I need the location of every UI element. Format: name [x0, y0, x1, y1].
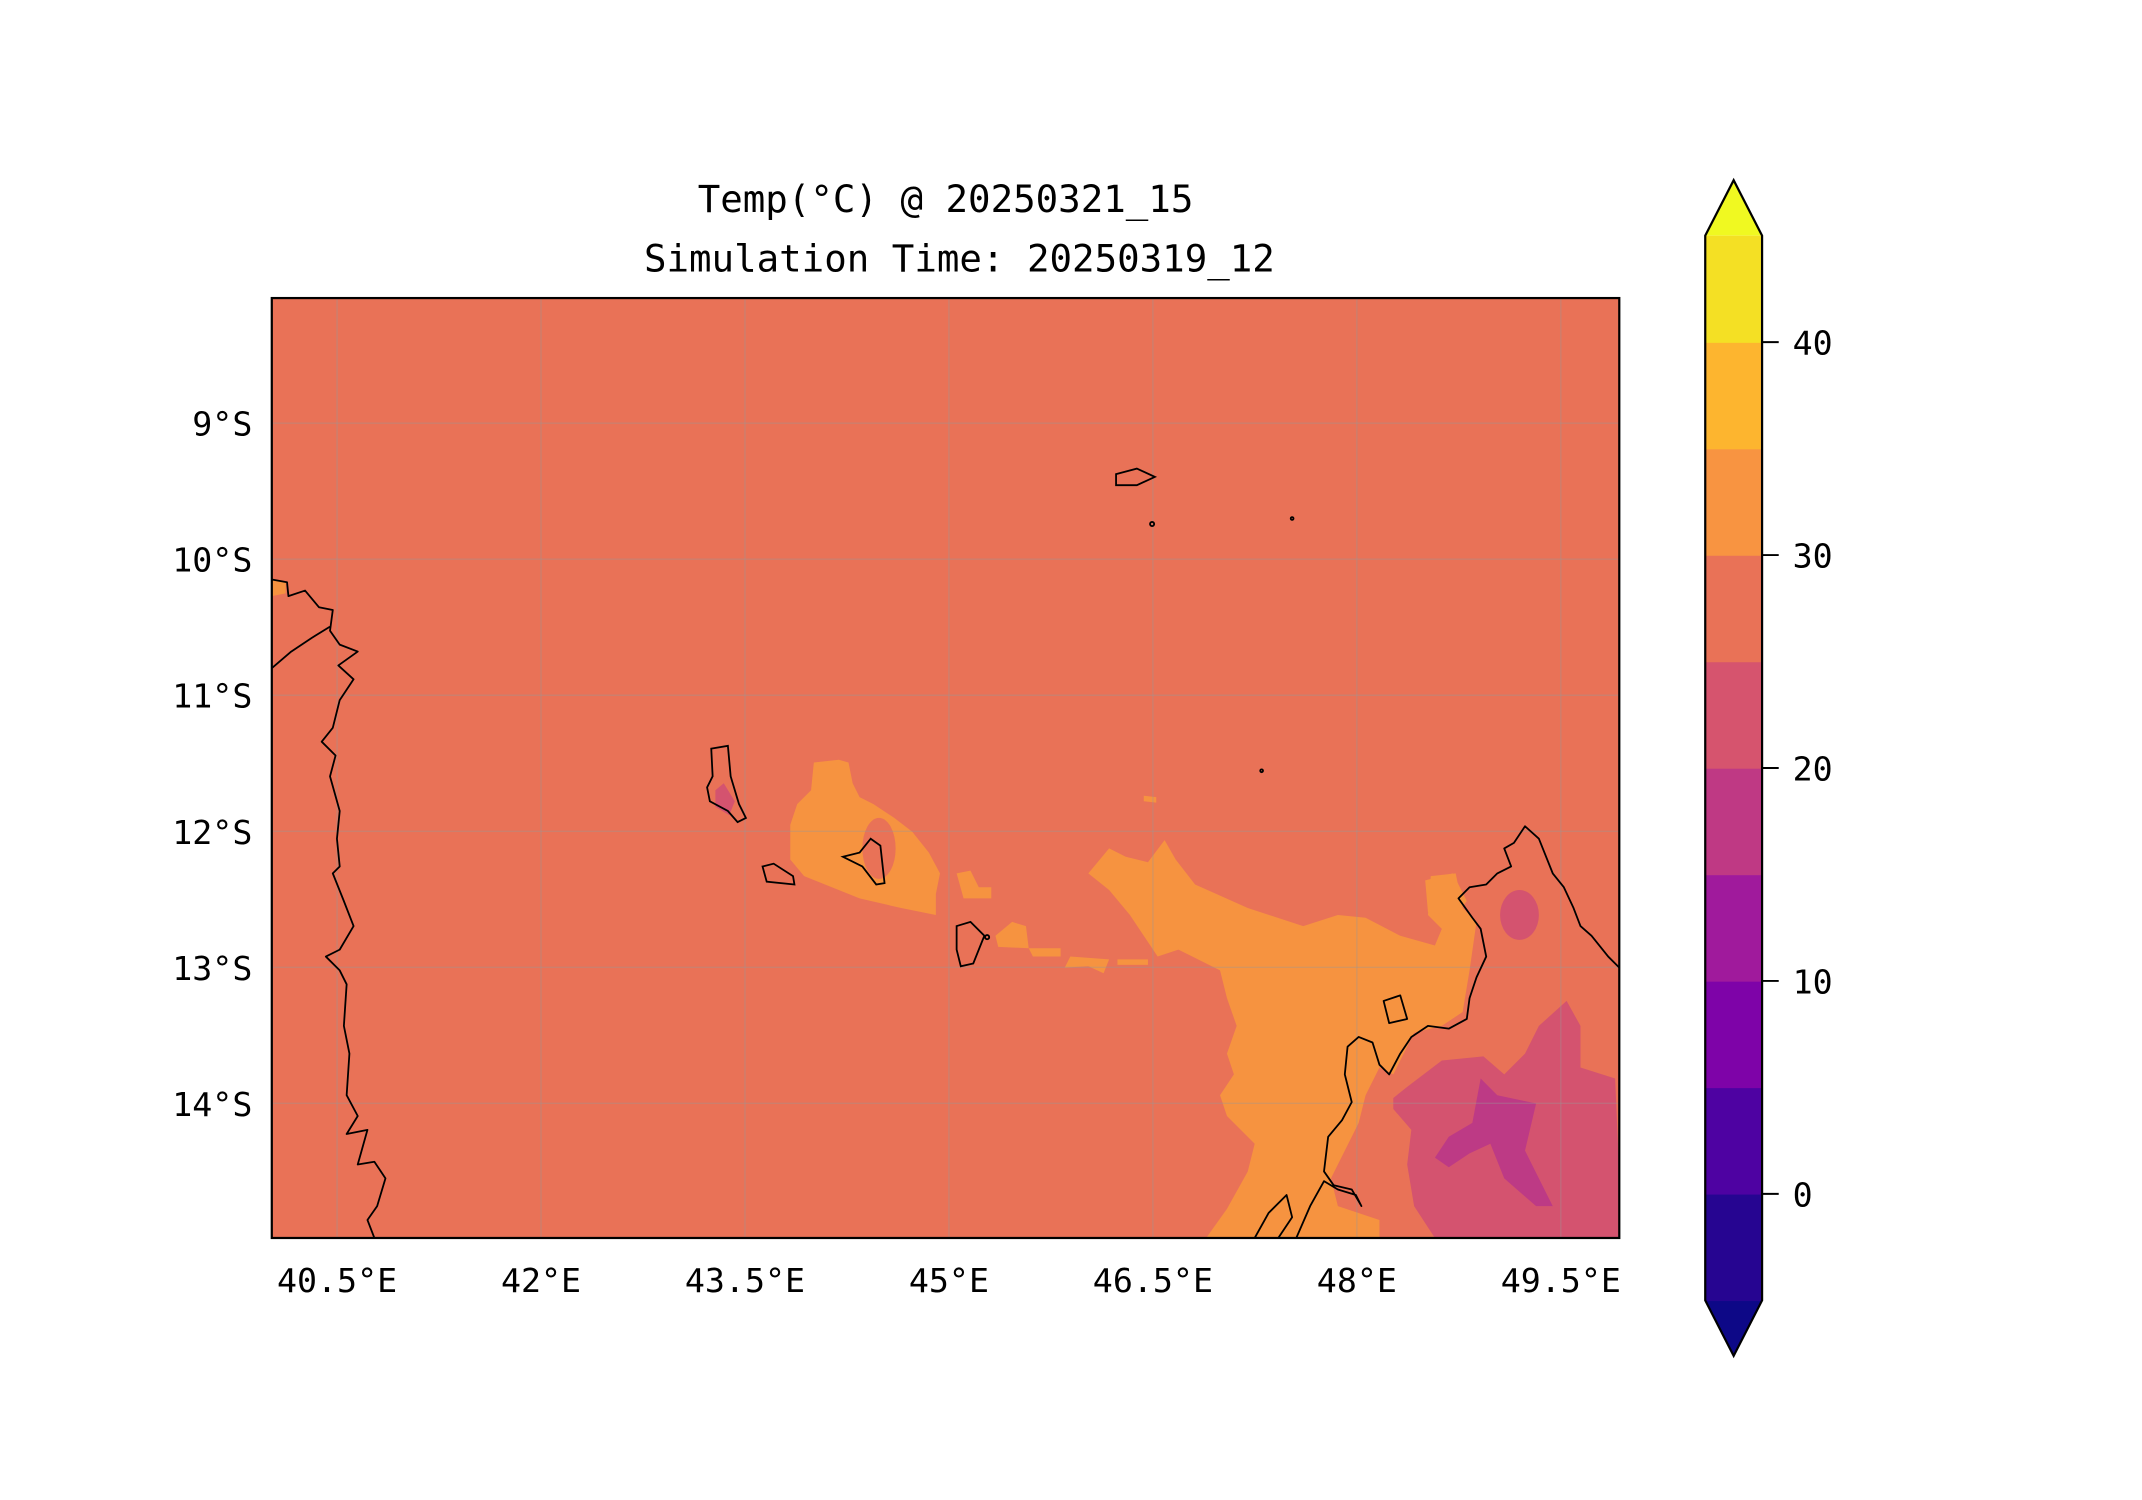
colorbar-tick-label: 30	[1793, 537, 1833, 576]
island-aldabra	[1115, 467, 1158, 487]
grid-lines	[271, 298, 1620, 1238]
colorbar-band	[1705, 448, 1763, 556]
x-tick-label: 46.5°E	[1093, 1261, 1213, 1300]
band-25-30-pocket	[862, 817, 896, 879]
band-20-25-region	[1500, 890, 1539, 940]
colorbar-band	[1705, 980, 1763, 1089]
map-frame	[270, 296, 1621, 1240]
y-axis-ticks: 9°S 10°S 11°S 12°S 13°S 14°S	[172, 405, 252, 1124]
band-30-35-patch	[1028, 948, 1061, 957]
island-mayotte	[955, 920, 986, 968]
band-30-35-patch	[271, 579, 286, 597]
colorbar-tick-label: 0	[1793, 1175, 1813, 1214]
colorbar-tick-label: 10	[1793, 962, 1833, 1001]
colorbar-tick-label: 20	[1793, 749, 1833, 788]
coastline-africa	[271, 578, 387, 1238]
y-tick-label: 11°S	[172, 677, 252, 716]
colorbar-band	[1705, 235, 1763, 343]
band-15-20-region	[1434, 1078, 1553, 1207]
island-small	[984, 934, 991, 941]
coastline-madagascar	[1295, 825, 1620, 1238]
colorbar-tick-label: 40	[1793, 324, 1833, 363]
chart-title-line1: Temp(°C) @ 20250321_15	[698, 177, 1194, 222]
island-small	[1149, 521, 1156, 528]
band-30-35-region-channel	[1088, 840, 1477, 1238]
colorbar-band	[1705, 342, 1763, 450]
x-tick-label: 49.5°E	[1501, 1261, 1621, 1300]
band-30-35-region-madagascar-nw	[1425, 873, 1467, 915]
y-tick-label: 12°S	[172, 813, 252, 852]
band-30-35-patch	[1064, 956, 1110, 974]
chart-title-line2: Simulation Time: 20250319_12	[644, 237, 1275, 282]
x-tick-label: 45°E	[909, 1261, 989, 1300]
coastline-africa-inlet	[271, 625, 331, 669]
x-tick-label: 43.5°E	[685, 1261, 805, 1300]
band-30-35-patch	[956, 870, 992, 899]
coastline-nosy-be	[1382, 994, 1409, 1025]
island-small	[1289, 516, 1295, 521]
x-axis-ticks: 40.5°E 42°E 43.5°E 45°E 46.5°E 48°E 49.5°E	[277, 1261, 1621, 1300]
x-tick-label: 42°E	[501, 1261, 581, 1300]
colorbar-band	[1705, 768, 1763, 876]
island-grande-comore	[706, 744, 748, 824]
x-tick-label: 48°E	[1317, 1261, 1397, 1300]
band-25-30-background	[271, 298, 1620, 1238]
colorbar-band	[1705, 874, 1763, 982]
band-30-35-patch	[1117, 959, 1148, 965]
colorbar-band	[1705, 1193, 1763, 1302]
coastline-madagascar-bay	[1253, 1194, 1294, 1238]
colorbar-outline	[1704, 177, 1764, 1359]
colorbar: 0 10 20 30 40	[1704, 177, 1833, 1359]
y-tick-label: 9°S	[192, 405, 252, 444]
x-tick-label: 40.5°E	[277, 1261, 397, 1300]
y-tick-label: 13°S	[172, 949, 252, 988]
colorbar-band	[1705, 661, 1763, 769]
band-30-35-patch	[995, 921, 1029, 949]
y-tick-label: 14°S	[172, 1085, 252, 1124]
island-small	[1259, 768, 1264, 774]
colorbar-extend-low	[1705, 1300, 1763, 1356]
colorbar-band	[1705, 1087, 1763, 1195]
island-moheli	[761, 862, 796, 886]
colorbar-band	[1705, 555, 1763, 663]
band-30-35-patch	[1143, 795, 1157, 803]
y-tick-label: 10°S	[172, 541, 252, 580]
map-plot-area	[271, 298, 1620, 1238]
island-anjouan	[840, 837, 886, 886]
colorbar-extend-high	[1705, 180, 1763, 236]
